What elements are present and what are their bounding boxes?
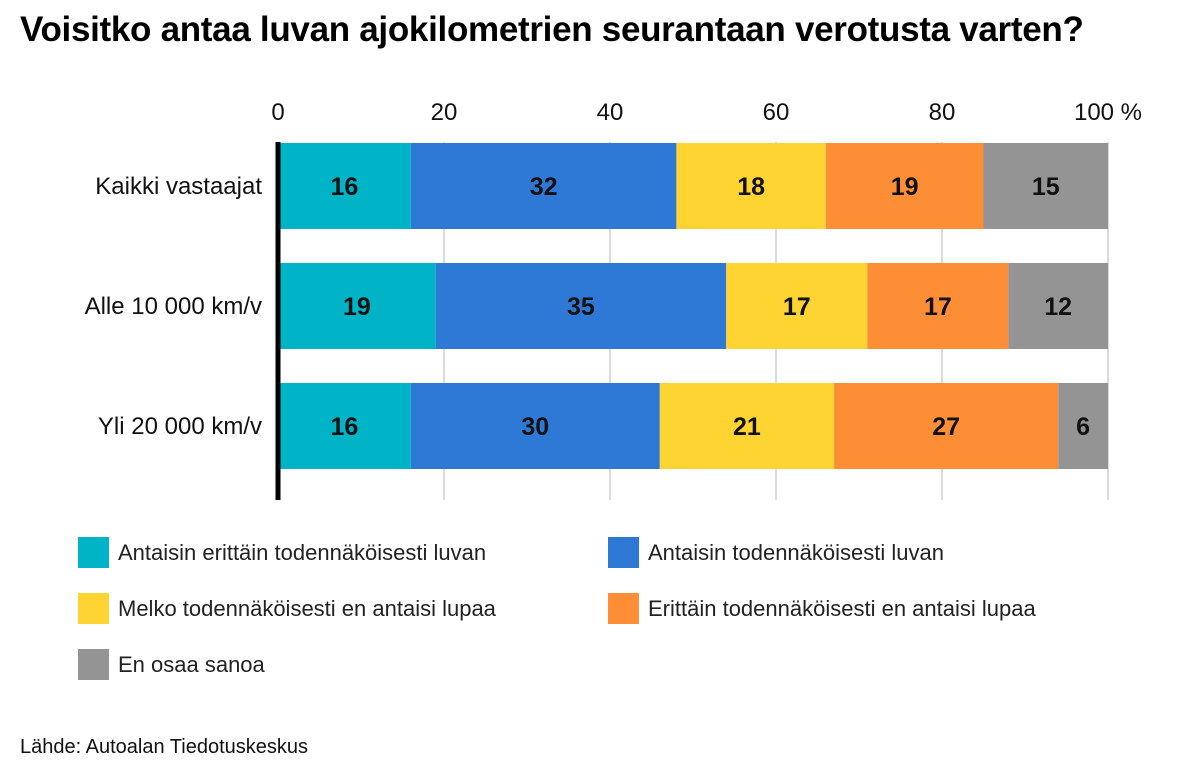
bar-value-label: 35 [567,293,595,321]
bar-segment [410,383,660,469]
bar-segment [278,383,411,469]
bar-value-label: 30 [521,413,549,441]
legend-label: Melko todennäköisesti en antaisi lupaa [118,595,496,621]
legend-swatch [78,649,109,680]
bar-segment [726,263,868,349]
bar-segment [659,383,835,469]
legend-swatch [78,537,109,568]
category-label: Alle 10 000 km/v [85,293,262,320]
bar-value-label: 16 [330,413,358,441]
bar-value-label: 6 [1076,413,1090,441]
source-note: Lähde: Autoalan Tiedotuskeskus [20,736,308,758]
bar-segment [278,143,411,229]
bar-segment [834,383,1059,469]
x-tick-label: 100 % [1074,99,1142,126]
x-tick-label: 0 [271,99,284,126]
legend-swatch [608,593,639,624]
bar-segment [825,143,984,229]
bar-value-label: 17 [783,293,811,321]
bar-value-label: 12 [1044,293,1072,321]
x-tick-label: 20 [431,99,458,126]
legend-item: Antaisin erittäin todennäköisesti luvan [78,537,486,568]
legend-item: Melko todennäköisesti en antaisi lupaa [78,593,496,624]
x-tick-label: 80 [929,99,956,126]
stacked-bar-chart: 0 20 40 60 80 100 % Kaikki vastaajat 16 32 18 19 15… [85,99,1142,500]
bar-value-label: 19 [343,293,371,321]
legend-label: Erittäin todennäköisesti en antaisi lupa… [648,595,1036,621]
legend-swatch [78,593,109,624]
bar-segment [410,143,677,229]
chart-title: Voisitko antaa luvan ajokilometrien seur… [20,10,1084,49]
legend-item: Antaisin todennäköisesti luvan [608,537,944,568]
bar-segment [1058,383,1108,469]
bar-value-label: 27 [932,413,960,441]
legend-label: En osaa sanoa [118,651,265,677]
bar-segment [867,263,1009,349]
bar-value-label: 32 [530,173,558,201]
bar-segment [983,143,1108,229]
legend-label: Antaisin erittäin todennäköisesti luvan [118,539,487,565]
bar-value-label: 15 [1032,173,1060,201]
bar-segment [676,143,826,229]
x-tick-label: 40 [597,99,624,126]
bar-value-label: 19 [891,173,919,201]
bar-value-label: 18 [737,173,765,201]
category-label: Yli 20 000 km/v [98,413,262,440]
bar-segment [435,263,727,349]
legend-item: Erittäin todennäköisesti en antaisi lupa… [608,593,1036,624]
bar-segment [278,263,436,349]
bar-value-label: 17 [924,293,952,321]
legend-label: Antaisin todennäköisesti luvan [648,539,944,565]
category-label: Kaikki vastaajat [95,173,262,200]
bar-value-label: 21 [733,413,761,441]
legend-item: En osaa sanoa [78,649,265,680]
bar-segment [1008,263,1108,349]
bar-value-label: 16 [330,173,358,201]
legend-swatch [608,537,639,568]
x-tick-label: 60 [763,99,790,126]
